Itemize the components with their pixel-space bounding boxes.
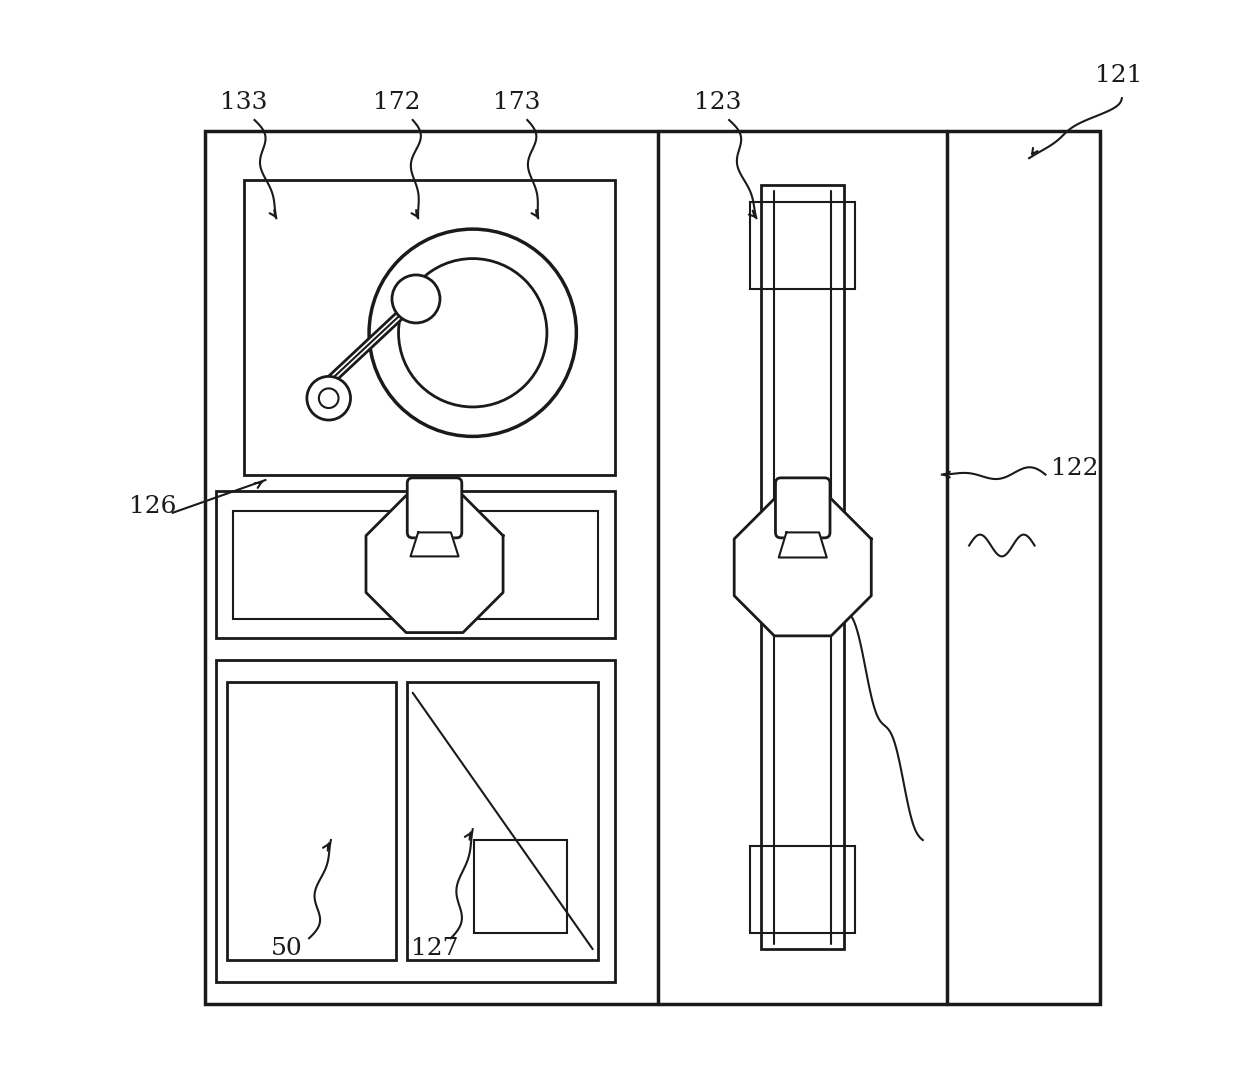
Text: 126: 126 (129, 495, 176, 518)
FancyBboxPatch shape (775, 478, 830, 538)
Bar (216, 491, 615, 638)
Bar (206, 131, 1100, 1004)
Bar (750, 846, 856, 933)
Text: 121: 121 (1095, 64, 1142, 87)
Bar (243, 180, 615, 475)
Circle shape (392, 275, 440, 323)
Text: 172: 172 (372, 92, 420, 115)
Bar (227, 682, 397, 960)
Bar (761, 185, 844, 949)
Bar (407, 682, 598, 960)
Bar (233, 511, 598, 619)
Text: 50: 50 (272, 937, 303, 960)
Text: 122: 122 (1052, 457, 1099, 480)
Bar (750, 202, 856, 289)
Polygon shape (734, 499, 872, 636)
Circle shape (306, 376, 351, 420)
Text: 133: 133 (219, 92, 268, 115)
FancyBboxPatch shape (407, 478, 461, 538)
Text: 123: 123 (694, 92, 742, 115)
Polygon shape (366, 495, 503, 633)
Text: 173: 173 (492, 92, 541, 115)
Bar (474, 840, 567, 933)
Polygon shape (779, 532, 827, 558)
Bar (216, 660, 615, 982)
Text: 127: 127 (410, 937, 459, 960)
Polygon shape (410, 532, 459, 556)
